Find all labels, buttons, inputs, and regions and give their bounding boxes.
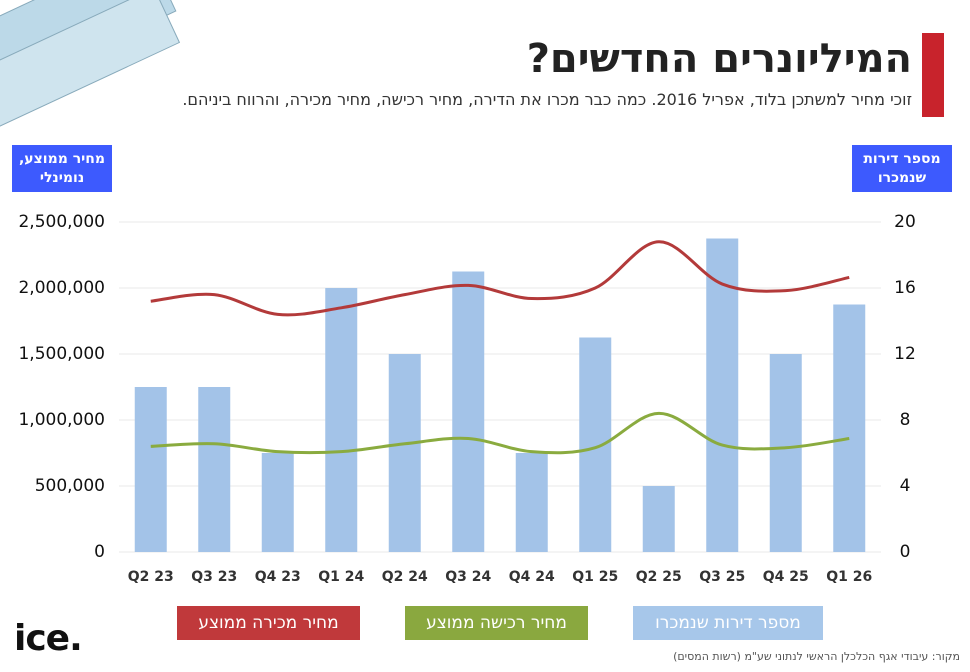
bar <box>325 288 358 552</box>
x-tick-label: Q1 25 <box>572 569 618 585</box>
bar <box>452 271 485 552</box>
logo: ice. <box>14 618 83 659</box>
title-accent <box>922 33 944 117</box>
x-tick-label: Q4 23 <box>255 569 301 585</box>
y-tick-label: 1,500,000 <box>18 344 105 364</box>
y2-tick-label: 20 <box>894 212 916 232</box>
x-tick-label: Q1 24 <box>318 569 364 585</box>
bar <box>134 387 167 552</box>
bar <box>833 304 866 552</box>
bar <box>642 486 675 552</box>
line <box>150 411 850 455</box>
x-tick-label: Q3 24 <box>445 569 491 585</box>
y-tick-label: 1,000,000 <box>18 410 105 430</box>
bar <box>515 453 548 552</box>
y-tick-label: 500,000 <box>35 476 105 496</box>
bar <box>579 337 612 552</box>
x-tick-label: Q3 25 <box>699 569 745 585</box>
bar <box>769 354 802 552</box>
y-axis-label: מחיר ממוצע, נומינלי <box>12 145 112 192</box>
bar <box>388 354 421 552</box>
y2-tick-label: 8 <box>900 410 911 430</box>
legend-item: מחיר מכירה ממוצע <box>177 606 360 640</box>
legend-item: מספר דירות שנמכרו <box>633 606 823 640</box>
x-tick-label: Q3 23 <box>191 569 237 585</box>
y2-tick-label: 12 <box>894 344 916 364</box>
x-tick-label: Q2 23 <box>128 569 174 585</box>
bar <box>261 453 294 552</box>
y2-axis-label: מספר דירות שנמכרו <box>852 145 952 192</box>
line <box>150 240 850 317</box>
y2-tick-label: 0 <box>900 542 911 562</box>
y2-tick-label: 4 <box>900 476 911 496</box>
bar <box>198 387 231 552</box>
x-tick-label: Q2 25 <box>636 569 682 585</box>
x-tick-label: Q2 24 <box>382 569 428 585</box>
y-tick-label: 0 <box>94 542 105 562</box>
bar <box>706 238 739 552</box>
y-tick-label: 2,000,000 <box>18 278 105 298</box>
y2-tick-label: 16 <box>894 278 916 298</box>
source: מקור: עיבודי אגף הכלכלן הראשי לנתוני שע"… <box>673 650 960 663</box>
legend-item: מחיר רכישה ממוצע <box>405 606 588 640</box>
x-tick-label: Q4 24 <box>509 569 555 585</box>
title: המיליונרים החדשים? <box>526 36 912 82</box>
subtitle: זוכי מחיר למשתכן בלוד, אפריל 2016. כמה כ… <box>182 90 912 109</box>
money-decoration <box>0 0 181 128</box>
y-tick-label: 2,500,000 <box>18 212 105 232</box>
x-tick-label: Q1 26 <box>826 569 872 585</box>
x-tick-label: Q4 25 <box>763 569 809 585</box>
